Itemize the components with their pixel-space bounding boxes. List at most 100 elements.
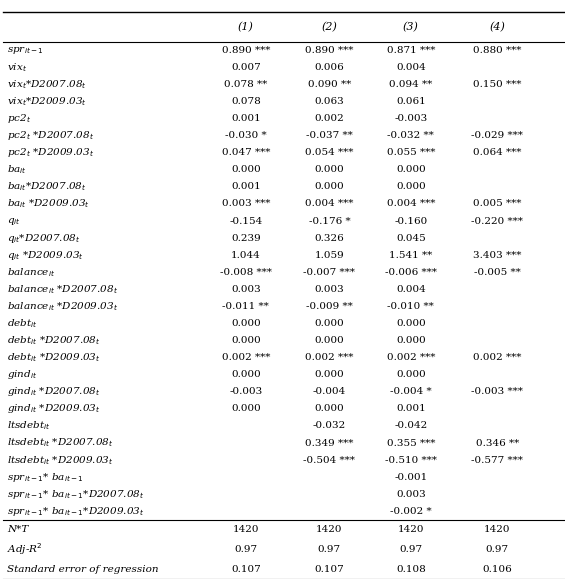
Text: 0.108: 0.108 (396, 565, 425, 574)
Text: 0.094 **: 0.094 ** (389, 80, 432, 89)
Text: 0.006: 0.006 (315, 63, 344, 72)
Text: vix$_t$*D2007.08$_t$: vix$_t$*D2007.08$_t$ (7, 78, 86, 91)
Text: debt$_{it}$: debt$_{it}$ (7, 317, 37, 330)
Text: 0.000: 0.000 (396, 165, 425, 174)
Text: 0.002 ***: 0.002 *** (386, 353, 435, 362)
Text: -0.220 ***: -0.220 *** (471, 217, 523, 226)
Text: 0.003 ***: 0.003 *** (221, 199, 270, 208)
Text: 0.000: 0.000 (315, 370, 344, 379)
Text: 0.346 **: 0.346 ** (476, 438, 519, 448)
Text: spr$_{it-1}$* ba$_{it-1}$: spr$_{it-1}$* ba$_{it-1}$ (7, 471, 84, 483)
Text: 0.002 ***: 0.002 *** (305, 353, 354, 362)
Text: 0.000: 0.000 (231, 336, 260, 345)
Text: ltsdebt$_{it}$ *D2007.08$_t$: ltsdebt$_{it}$ *D2007.08$_t$ (7, 437, 114, 449)
Text: 1420: 1420 (316, 525, 342, 534)
Text: 0.000: 0.000 (315, 404, 344, 413)
Text: 0.078 **: 0.078 ** (224, 80, 267, 89)
Text: vix$_t$*D2009.03$_t$: vix$_t$*D2009.03$_t$ (7, 95, 86, 108)
Text: -0.003: -0.003 (229, 387, 262, 397)
Text: gind$_{it}$: gind$_{it}$ (7, 368, 37, 381)
Text: 0.000: 0.000 (231, 370, 260, 379)
Text: Standard error of regression: Standard error of regression (7, 565, 158, 574)
Text: 0.97: 0.97 (486, 545, 508, 554)
Text: 0.002 ***: 0.002 *** (473, 353, 521, 362)
Text: spr$_{it-1}$: spr$_{it-1}$ (7, 45, 44, 56)
Text: -0.001: -0.001 (394, 472, 427, 482)
Text: N*T: N*T (7, 525, 28, 534)
Text: 1420: 1420 (398, 525, 424, 534)
Text: ltsdebt$_{it}$: ltsdebt$_{it}$ (7, 420, 50, 433)
Text: 0.326: 0.326 (315, 233, 344, 243)
Text: spr$_{it-1}$* ba$_{it-1}$*D2009.03$_t$: spr$_{it-1}$* ba$_{it-1}$*D2009.03$_t$ (7, 505, 144, 518)
Text: 0.107: 0.107 (315, 565, 344, 574)
Text: 0.890 ***: 0.890 *** (221, 46, 270, 55)
Text: 0.055 ***: 0.055 *** (386, 148, 435, 157)
Text: 1420: 1420 (484, 525, 510, 534)
Text: 0.003: 0.003 (231, 285, 260, 294)
Text: -0.004: -0.004 (313, 387, 346, 397)
Text: 0.000: 0.000 (315, 182, 344, 192)
Text: 0.000: 0.000 (396, 370, 425, 379)
Text: 0.000: 0.000 (231, 319, 260, 328)
Text: vix$_t$: vix$_t$ (7, 61, 27, 74)
Text: 0.880 ***: 0.880 *** (473, 46, 521, 55)
Text: 1.541 **: 1.541 ** (389, 251, 432, 260)
Text: 0.890 ***: 0.890 *** (305, 46, 354, 55)
Text: debt$_{it}$ *D2007.08$_t$: debt$_{it}$ *D2007.08$_t$ (7, 334, 101, 347)
Text: 0.063: 0.063 (315, 97, 344, 106)
Text: -0.577 ***: -0.577 *** (471, 456, 523, 465)
Text: 0.007: 0.007 (231, 63, 260, 72)
Text: 0.355 ***: 0.355 *** (386, 438, 435, 448)
Text: ba$_{it}$: ba$_{it}$ (7, 163, 27, 176)
Text: 0.004: 0.004 (396, 63, 425, 72)
Text: balance$_{it}$ *D2007.08$_t$: balance$_{it}$ *D2007.08$_t$ (7, 283, 118, 296)
Text: 0.000: 0.000 (396, 182, 425, 192)
Text: -0.008 ***: -0.008 *** (220, 267, 272, 277)
Text: -0.002 *: -0.002 * (390, 507, 432, 516)
Text: 0.97: 0.97 (318, 545, 341, 554)
Text: 0.871 ***: 0.871 *** (386, 46, 435, 55)
Text: 0.003: 0.003 (315, 285, 344, 294)
Text: ba$_{it}$*D2007.08$_t$: ba$_{it}$*D2007.08$_t$ (7, 181, 86, 193)
Text: 0.150 ***: 0.150 *** (473, 80, 521, 89)
Text: -0.004 *: -0.004 * (390, 387, 432, 397)
Text: spr$_{it-1}$* ba$_{it-1}$*D2007.08$_t$: spr$_{it-1}$* ba$_{it-1}$*D2007.08$_t$ (7, 488, 144, 501)
Text: 0.002: 0.002 (315, 114, 344, 123)
Text: 0.239: 0.239 (231, 233, 260, 243)
Text: Adj-R$^2$: Adj-R$^2$ (7, 541, 42, 558)
Text: 0.000: 0.000 (315, 336, 344, 345)
Text: (3): (3) (403, 21, 419, 32)
Text: q$_{it}$ *D2009.03$_t$: q$_{it}$ *D2009.03$_t$ (7, 249, 84, 262)
Text: 0.064 ***: 0.064 *** (473, 148, 521, 157)
Text: 0.000: 0.000 (231, 404, 260, 413)
Text: 0.078: 0.078 (231, 97, 260, 106)
Text: -0.006 ***: -0.006 *** (385, 267, 437, 277)
Text: 0.045: 0.045 (396, 233, 425, 243)
Text: -0.030 *: -0.030 * (225, 131, 267, 140)
Text: 0.047 ***: 0.047 *** (221, 148, 270, 157)
Text: -0.504 ***: -0.504 *** (303, 456, 355, 465)
Text: -0.160: -0.160 (394, 217, 427, 226)
Text: -0.029 ***: -0.029 *** (471, 131, 523, 140)
Text: -0.042: -0.042 (394, 422, 427, 431)
Text: 0.004 ***: 0.004 *** (386, 199, 435, 208)
Text: -0.510 ***: -0.510 *** (385, 456, 437, 465)
Text: 0.002 ***: 0.002 *** (221, 353, 270, 362)
Text: -0.037 **: -0.037 ** (306, 131, 353, 140)
Text: gind$_{it}$ *D2009.03$_t$: gind$_{it}$ *D2009.03$_t$ (7, 402, 100, 415)
Text: 0.000: 0.000 (315, 165, 344, 174)
Text: 1420: 1420 (233, 525, 259, 534)
Text: 0.349 ***: 0.349 *** (305, 438, 354, 448)
Text: (1): (1) (238, 21, 254, 32)
Text: ltsdebt$_{it}$ *D2009.03$_t$: ltsdebt$_{it}$ *D2009.03$_t$ (7, 454, 114, 467)
Text: 0.001: 0.001 (231, 114, 260, 123)
Text: q$_{it}$*D2007.08$_t$: q$_{it}$*D2007.08$_t$ (7, 232, 80, 244)
Text: -0.003 ***: -0.003 *** (471, 387, 523, 397)
Text: balance$_{it}$ *D2009.03$_t$: balance$_{it}$ *D2009.03$_t$ (7, 300, 118, 313)
Text: 0.005 ***: 0.005 *** (473, 199, 521, 208)
Text: 0.000: 0.000 (315, 319, 344, 328)
Text: (4): (4) (489, 21, 505, 32)
Text: q$_{it}$: q$_{it}$ (7, 215, 20, 226)
Text: 0.004 ***: 0.004 *** (305, 199, 354, 208)
Text: 3.403 ***: 3.403 *** (473, 251, 521, 260)
